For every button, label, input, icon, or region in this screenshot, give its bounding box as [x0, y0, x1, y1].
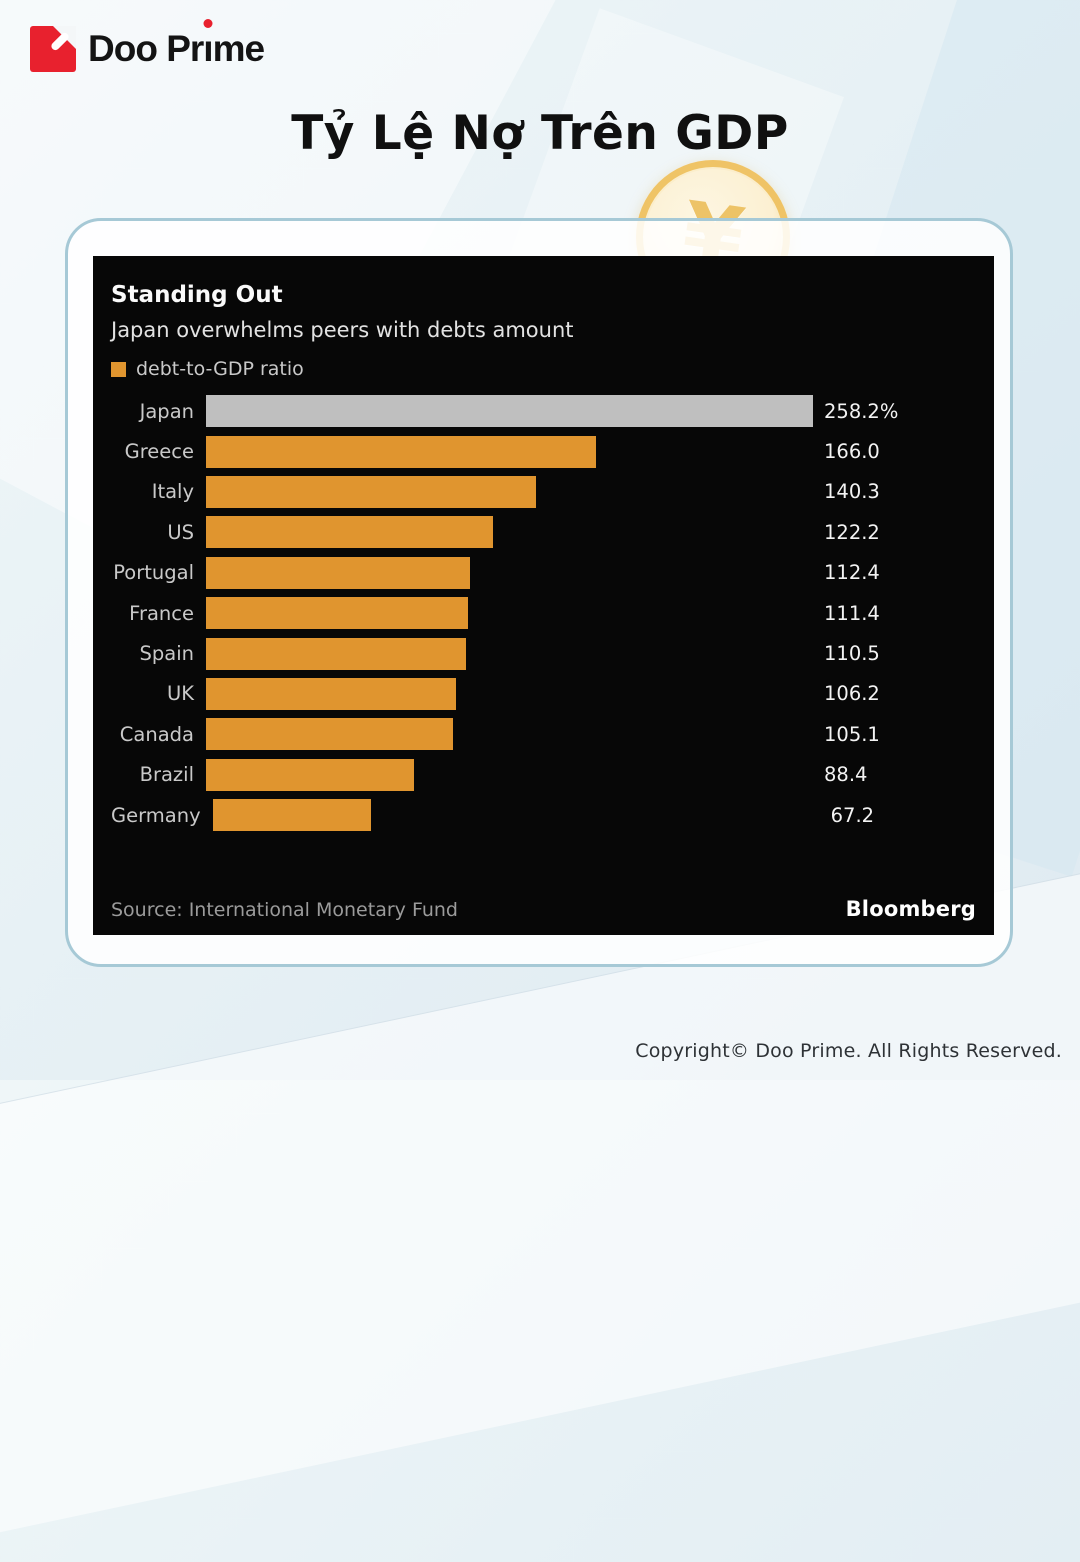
bar-value-label: 258.2%	[824, 399, 899, 423]
bar-row: Portugal 112.4	[111, 553, 976, 593]
doo-prime-logo-icon	[30, 26, 76, 72]
bar-category-label: UK	[166, 682, 194, 706]
chart-footer: Source: International Monetary Fund Bloo…	[111, 897, 976, 921]
bar	[206, 435, 597, 468]
bar-value-label: 88.4	[824, 763, 868, 787]
brand-logo: Doo Prı me	[30, 19, 265, 72]
brand-name: Doo Prı me	[88, 19, 265, 70]
bar	[206, 395, 813, 428]
bar-category-label: Italy	[151, 480, 194, 504]
bar-value-label: 105.1	[824, 722, 880, 746]
bar-category-label: Canada	[119, 722, 194, 746]
bar-category-label: Portugal	[113, 561, 194, 585]
bar-track	[206, 395, 813, 428]
bar-value-label: 106.2	[824, 682, 880, 706]
bar-track	[206, 637, 813, 670]
bar	[206, 597, 468, 630]
bar-category-label: France	[129, 601, 194, 625]
bloomberg-chart: Standing Out Japan overwhelms peers with…	[93, 256, 994, 935]
bar	[206, 556, 471, 589]
bar-category-label: Brazil	[139, 763, 194, 787]
chart-legend: debt-to-GDP ratio	[111, 358, 304, 380]
bar-value-label: 166.0	[824, 440, 880, 464]
bar	[206, 516, 494, 549]
bar-track	[206, 435, 813, 468]
bar-track	[206, 597, 813, 630]
bar	[206, 677, 456, 710]
bar-value-label: 111.4	[824, 601, 880, 625]
bar-row: Canada 105.1	[111, 714, 976, 754]
bar	[212, 799, 371, 832]
logo-i-dot	[203, 19, 213, 28]
chart-card: Standing Out Japan overwhelms peers with…	[65, 218, 1013, 967]
bar-track	[212, 799, 820, 832]
bar	[206, 637, 466, 670]
bar-row: UK 106.2	[111, 674, 976, 714]
bar-row: Japan 258.2%	[111, 391, 976, 431]
bar-category-label: Japan	[139, 399, 194, 423]
bar	[206, 718, 454, 751]
bar-track	[206, 475, 813, 508]
bloomberg-logo: Bloomberg	[845, 897, 976, 921]
bar-value-label: 110.5	[824, 642, 880, 666]
bar-row: Spain 110.5	[111, 633, 976, 673]
legend-swatch	[111, 361, 126, 377]
bar-track	[206, 677, 813, 710]
bar	[206, 475, 536, 508]
bar-track	[206, 516, 813, 549]
bar-row: Brazil 88.4	[111, 755, 976, 795]
page-title: Tỷ Lệ Nợ Trên GDP	[291, 106, 789, 161]
copyright-text: Copyright© Doo Prime. All Rights Reserve…	[635, 1040, 1062, 1062]
chart-source: Source: International Monetary Fund	[111, 899, 458, 921]
bar-track	[206, 556, 813, 589]
bar-row: France 111.4	[111, 593, 976, 633]
bar-row: Italy 140.3	[111, 472, 976, 512]
bar-category-label: Spain	[139, 642, 194, 666]
bar-value-label: 122.2	[824, 520, 880, 544]
bar-value-label: 67.2	[830, 803, 875, 827]
bar-row: US 122.2	[111, 512, 976, 552]
chart-title: Standing Out	[111, 282, 283, 308]
chart-rows: Japan 258.2% Greece 166.0 Italy 140.3 US 122.2 P…	[111, 391, 976, 835]
bar-row: Greece 166.0	[111, 431, 976, 471]
legend-label: debt-to-GDP ratio	[136, 358, 304, 380]
bar-track	[206, 718, 813, 751]
bar	[206, 758, 414, 791]
bar-row: Germany 67.2	[111, 795, 976, 835]
bar-value-label: 112.4	[824, 561, 880, 585]
chart-subtitle: Japan overwhelms peers with debts amount	[111, 318, 574, 342]
bar-category-label: Germany	[111, 803, 201, 827]
bar-track	[206, 758, 813, 791]
bar-value-label: 140.3	[824, 480, 880, 504]
bar-category-label: Greece	[124, 440, 194, 464]
bar-category-label: US	[167, 520, 194, 544]
